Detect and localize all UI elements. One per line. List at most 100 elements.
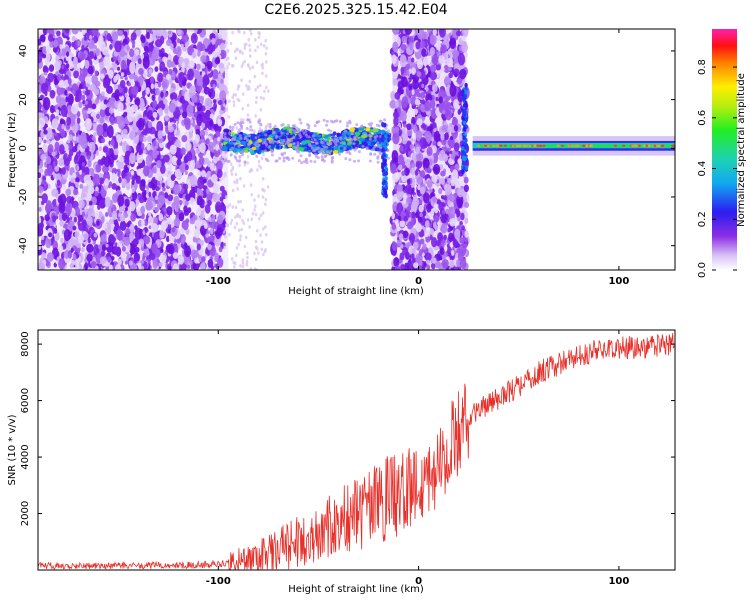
heatmap-cell bbox=[138, 67, 144, 76]
heatmap-cell bbox=[264, 85, 268, 90]
heatmap-cell bbox=[267, 89, 270, 93]
heatmap-cell bbox=[223, 103, 226, 108]
heatmap-cell bbox=[365, 126, 371, 132]
heatmap-cell bbox=[398, 233, 404, 241]
heatmap-cell bbox=[142, 128, 148, 136]
heatmap-cell bbox=[433, 214, 440, 223]
heatmap-cell bbox=[61, 64, 65, 70]
heatmap-cell bbox=[260, 240, 264, 244]
heatmap-cell bbox=[418, 204, 424, 213]
heatmap-cell bbox=[415, 159, 423, 169]
heatmap-cell bbox=[43, 96, 51, 111]
heatmap-cell bbox=[131, 191, 138, 201]
heatmap-cell bbox=[333, 147, 339, 151]
heatmap-cell bbox=[90, 261, 97, 269]
heatmap-cell bbox=[79, 183, 84, 189]
heatmap-cell bbox=[134, 225, 138, 231]
heatmap-cell bbox=[38, 101, 42, 112]
heatmap-cell bbox=[230, 172, 234, 176]
heatmap-cell bbox=[61, 167, 66, 175]
heatmap-cell bbox=[243, 244, 247, 249]
heatmap-cell bbox=[69, 263, 74, 269]
heatmap-cell bbox=[435, 64, 442, 71]
heatmap-cell bbox=[107, 256, 111, 263]
heatmap-cell bbox=[129, 129, 136, 141]
heatmap-cell bbox=[432, 29, 437, 36]
heatmap-cell bbox=[212, 192, 219, 203]
heatmap-cell bbox=[51, 118, 59, 130]
heatmap-cell bbox=[168, 102, 176, 113]
heatmap-cell bbox=[240, 64, 244, 69]
heatmap-cell bbox=[336, 132, 342, 137]
heatmap-cell bbox=[43, 71, 48, 76]
heatmap-cell bbox=[81, 29, 86, 36]
heatmap-cell bbox=[263, 89, 266, 94]
heatmap-cell bbox=[71, 41, 75, 48]
heatmap-cell bbox=[218, 62, 225, 70]
heatmap-cell bbox=[157, 81, 162, 88]
heatmap-cell bbox=[260, 247, 264, 252]
heatmap-cell bbox=[228, 233, 231, 237]
heatmap-cell bbox=[114, 264, 122, 270]
heatmap-cell bbox=[444, 132, 449, 140]
heatmap-cell bbox=[49, 105, 55, 114]
heatmap-cell bbox=[214, 57, 221, 65]
heatmap-cell bbox=[414, 211, 419, 219]
heatmap-cell bbox=[254, 48, 257, 53]
heatmap-cell bbox=[106, 125, 114, 139]
heatmap-cell bbox=[446, 243, 450, 248]
heatmap-cell bbox=[54, 165, 60, 172]
heatmap-cell bbox=[399, 220, 406, 228]
heatmap-cell bbox=[248, 225, 251, 229]
heatmap-cell bbox=[51, 151, 56, 157]
heatmap-cell bbox=[448, 72, 454, 79]
heatmap-cell bbox=[167, 55, 172, 60]
heatmap-cell bbox=[199, 129, 206, 138]
heatmap-cell bbox=[158, 213, 164, 222]
heatmap-cell bbox=[248, 54, 252, 58]
heatmap-cell bbox=[419, 238, 425, 245]
heatmap-cell bbox=[80, 95, 86, 101]
heatmap-cell bbox=[120, 72, 125, 77]
heatmap-cell bbox=[226, 49, 230, 53]
heatmap-cell bbox=[350, 127, 356, 131]
heatmap-cell bbox=[220, 29, 228, 41]
heatmap-cell bbox=[253, 208, 256, 212]
heatmap-cell bbox=[63, 229, 71, 242]
heatmap-cell bbox=[246, 103, 250, 108]
heatmap-cell bbox=[46, 127, 53, 140]
heatmap-cell bbox=[67, 77, 72, 85]
heatmap-cell bbox=[441, 209, 446, 215]
heatmap-cell bbox=[421, 48, 427, 57]
heatmap-cell bbox=[196, 113, 204, 127]
heatmap-cell bbox=[145, 87, 151, 95]
heatmap-cell bbox=[210, 174, 218, 184]
heatmap-cell bbox=[88, 50, 95, 60]
heatmap-cell bbox=[58, 144, 65, 155]
heatmap-cell bbox=[148, 43, 154, 52]
heatmap-cell bbox=[193, 29, 198, 34]
heatmap-cell bbox=[204, 204, 211, 214]
heatmap-cell bbox=[179, 228, 185, 235]
heatmap-cell bbox=[436, 199, 442, 205]
heatmap-cell bbox=[419, 170, 426, 178]
heatmap-cell bbox=[245, 259, 249, 264]
heatmap-cell bbox=[261, 176, 265, 181]
heatmap-cell bbox=[236, 97, 240, 102]
heatmap-cell bbox=[178, 71, 185, 83]
heatmap-cell bbox=[154, 195, 159, 201]
heatmap-cell bbox=[98, 210, 103, 219]
heatmap-cell bbox=[196, 102, 203, 112]
heatmap-cell bbox=[142, 51, 150, 63]
heatmap-cell bbox=[80, 247, 85, 253]
heatmap-cell bbox=[426, 259, 430, 264]
heatmap-cell bbox=[59, 220, 65, 227]
heatmap-cell bbox=[402, 230, 409, 239]
heatmap-cell bbox=[79, 169, 83, 175]
heatmap-cell bbox=[464, 217, 469, 225]
heatmap-cell bbox=[205, 188, 210, 195]
heatmap-cell bbox=[74, 206, 80, 217]
heatmap-cell bbox=[262, 227, 265, 231]
heatmap-cell bbox=[448, 232, 454, 243]
heatmap-cell bbox=[59, 44, 63, 50]
